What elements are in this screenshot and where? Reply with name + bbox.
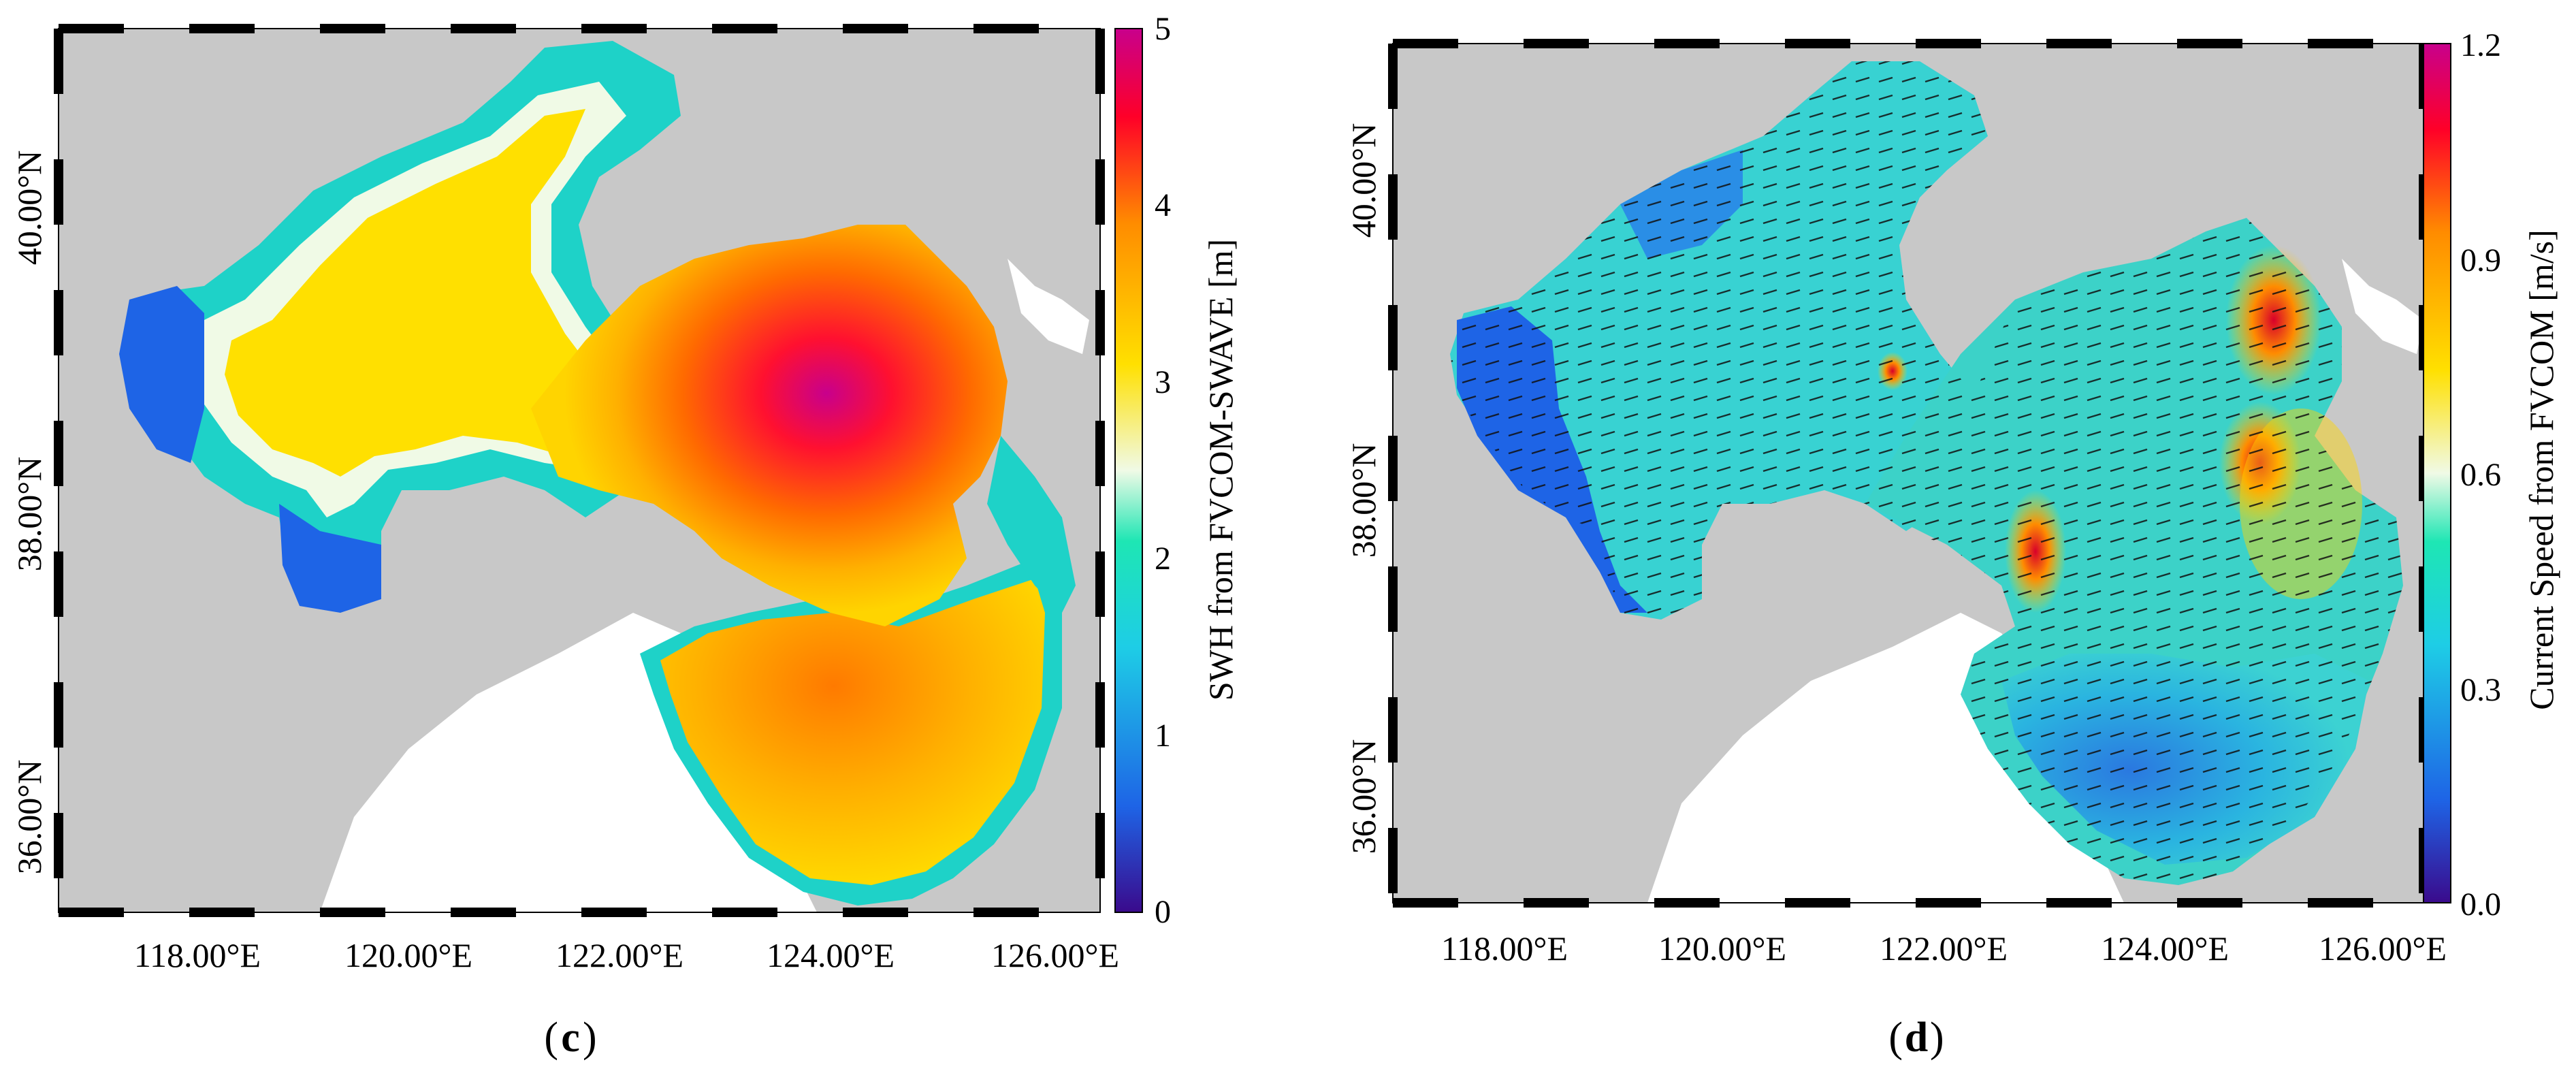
panel-d-colorbar-label: Current Speed from FVCOM [m/s]: [2522, 229, 2560, 710]
panel-c-xtick-2: 122.00°E: [556, 936, 683, 974]
panel-d-colorbar: [2423, 43, 2451, 903]
panel-d-label-open: (: [1888, 1014, 1903, 1061]
panel-d: 1.2 0.9 0.6 0.3 0.0 Current Speed from F…: [1345, 27, 2560, 1061]
panel-c-colorbar-ticks: 5 4 3 2 1 0: [1155, 11, 1171, 930]
panel-c-yellow-sea-inner: [660, 579, 1045, 885]
panel-d-xtick-1: 120.00°E: [1658, 929, 1786, 967]
panel-c-xtick-4: 126.00°E: [991, 936, 1119, 974]
panel-d-cbar-tick-3: 0.9: [2460, 242, 2501, 278]
panel-d-coast-fringe: [2342, 259, 2424, 354]
panel-c-central-high: [531, 225, 1008, 626]
panel-c-cbar-tick-2: 2: [1155, 541, 1171, 577]
panel-c-cbar-tick-5: 5: [1155, 11, 1171, 47]
panel-c-colorbar-label: SWH from FVCOM-SWAVE [m]: [1202, 239, 1240, 701]
panel-d-current-vectors: [1450, 61, 2403, 885]
panel-c-xtick-3: 124.00°E: [767, 936, 895, 974]
panel-c-label-close: ): [583, 1014, 597, 1061]
panel-d-xtick-2: 122.00°E: [1880, 929, 2008, 967]
panel-d-cbar-tick-0: 0.0: [2460, 886, 2501, 923]
panel-d-ytick-0: 40.00°N: [1345, 123, 1383, 238]
panel-c-cbar-tick-3: 3: [1155, 364, 1171, 400]
panel-c-colorbar: [1114, 28, 1143, 913]
panel-c: 5 4 3 2 1 0 SWH from FVCOM-SWAVE [m] 40.…: [10, 11, 1240, 1061]
panel-c-coast-fringe: [1008, 259, 1089, 354]
panel-c-ytick-2: 36.00°N: [10, 760, 48, 875]
panel-c-cbar-tick-0: 0: [1155, 894, 1171, 930]
panel-d-cbar-tick-2: 0.6: [2460, 457, 2501, 493]
panel-c-east-rim: [987, 436, 1076, 613]
panel-d-cbar-tick-4: 1.2: [2460, 27, 2501, 63]
panel-c-label-open: (: [544, 1014, 558, 1061]
panel-c-xtick-0: 118.00°E: [134, 936, 261, 974]
panel-c-ytick-1: 38.00°N: [10, 457, 48, 572]
panel-d-xtick-4: 126.00°E: [2319, 929, 2447, 967]
panel-d-xtick-0: 118.00°E: [1441, 929, 1568, 967]
panel-d-label: d: [1905, 1014, 1928, 1061]
panel-d-ytick-1: 38.00°N: [1345, 443, 1383, 558]
panel-d-label-close: ): [1930, 1014, 1944, 1061]
panel-d-cbar-tick-1: 0.3: [2460, 672, 2501, 708]
panel-c-ytick-0: 40.00°N: [10, 150, 48, 266]
panel-c-cbar-tick-4: 4: [1155, 187, 1171, 223]
panel-d-xtick-3: 124.00°E: [2101, 929, 2229, 967]
panel-c-label: c: [561, 1014, 580, 1061]
panel-c-cbar-tick-1: 1: [1155, 718, 1171, 754]
panel-d-ytick-2: 36.00°N: [1345, 739, 1383, 854]
panel-d-colorbar-ticks: 1.2 0.9 0.6 0.3 0.0: [2460, 27, 2501, 923]
panel-c-bohai-core: [225, 109, 613, 477]
panel-c-sw-rim: [279, 504, 381, 613]
panel-c-west-rim: [119, 286, 204, 463]
panel-c-xtick-1: 120.00°E: [344, 936, 472, 974]
